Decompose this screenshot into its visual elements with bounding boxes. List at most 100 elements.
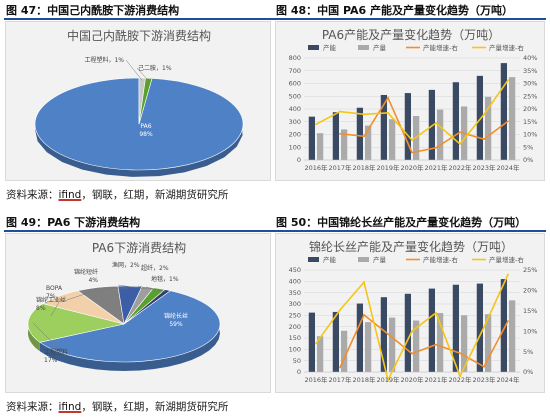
source-rest: ，钢联，红期，新湖期货研究所	[81, 189, 229, 201]
x-tick-label: 2021年	[424, 375, 448, 384]
y-right-tick: 20%	[523, 287, 537, 295]
y-left-tick: 250	[289, 312, 301, 320]
line-point	[315, 342, 317, 345]
bar-capacity	[308, 116, 315, 160]
bar-output	[509, 300, 516, 372]
source-link-ifind[interactable]: ifind	[58, 401, 82, 413]
line-point	[387, 96, 389, 99]
line-point	[387, 379, 389, 382]
bar-capacity	[404, 293, 411, 372]
pie-slice-2	[138, 77, 153, 125]
legend-label: 产量	[373, 255, 387, 264]
line-point	[459, 352, 461, 355]
bar-capacity	[404, 93, 411, 160]
line-point	[459, 143, 461, 145]
bar-capacity	[308, 312, 315, 372]
bar-capacity	[500, 279, 507, 372]
line-point	[459, 131, 461, 134]
bar-capacity	[356, 107, 363, 160]
source-prefix: 资料来源：	[6, 189, 59, 201]
y-left-tick: 300	[289, 300, 301, 308]
pie-label-text: 8%	[36, 305, 46, 312]
bar-output	[365, 125, 372, 160]
x-tick-label: 2019年	[376, 375, 400, 384]
bar-output	[509, 77, 516, 160]
bar-output	[437, 313, 444, 372]
pie-label-text: 渔网，2%	[112, 261, 140, 269]
legend-swatch	[358, 257, 369, 262]
pie-label-text: BOPA	[46, 285, 63, 292]
line-point	[459, 375, 461, 377]
y-right-tick: 15%	[523, 307, 537, 315]
chart-title: 中国己内酰胺下游消费结构	[67, 28, 211, 43]
bar-output	[461, 315, 468, 372]
bar-capacity	[428, 89, 435, 160]
figure-title-49: 图 49：PA6 下游消费结构	[6, 216, 141, 229]
y-left-tick: 150	[289, 334, 301, 342]
pie-label-text: 4%	[88, 277, 98, 284]
title-rule-top	[4, 18, 546, 20]
line-point	[411, 139, 413, 142]
bar-capacity	[428, 288, 435, 372]
pie-label-text: 超纤，2%	[141, 264, 169, 272]
bar-capacity	[476, 283, 483, 372]
line-point	[435, 122, 437, 124]
chart-title: PA6产能及产量变化趋势（万吨）	[322, 27, 500, 42]
y-left-tick: 200	[289, 131, 301, 139]
pie-label-text: 锦纶工业丝	[36, 296, 66, 304]
x-tick-label: 2022年	[448, 163, 472, 172]
bar-capacity	[476, 75, 483, 160]
y-left-tick: 300	[289, 118, 301, 126]
figure-title-48: 图 48：中国 PA6 产能及产量变化趋势（万吨）	[276, 4, 514, 17]
line-point	[363, 313, 365, 316]
line-point	[339, 309, 341, 311]
source-note-top: 资料来源：ifind，钢联，红期，新湖期货研究所	[6, 187, 228, 202]
chart-49-panel: PA6下游消费结构 锦纶长丝 59% 工程塑料 17% 锦纶工业丝 8% BOPA 7% 锦纶短纤…	[5, 233, 271, 393]
legend: 产能 产量 产能增速-右 产量增速-右	[308, 255, 524, 264]
pie-slice-1	[27, 303, 125, 343]
bar-output	[485, 96, 492, 160]
bar-output	[317, 336, 324, 372]
source-link-ifind[interactable]: ifind	[58, 189, 82, 201]
x-tick-label: 2023年	[472, 375, 496, 384]
y-left-tick: 600	[289, 80, 301, 88]
y-right-tick: 0%	[523, 368, 533, 376]
y-right-tick: 35%	[523, 67, 537, 75]
line-point	[363, 281, 365, 284]
bar-capacity	[380, 94, 387, 160]
bar-capacity	[356, 303, 363, 372]
pie-leader-7	[145, 286, 166, 293]
legend-label: 产能增速-右	[423, 43, 458, 52]
pie-label-text: 98%	[139, 131, 153, 138]
line-point	[483, 113, 485, 116]
pie-slice-7	[123, 289, 171, 325]
chart-48-panel: PA6产能及产量变化趋势（万吨） 0 100 200 300 400 500 600 700 80…	[275, 21, 545, 181]
x-tick-label: 2020年	[400, 375, 424, 384]
line-point	[387, 333, 389, 335]
pie-leader-5	[117, 284, 147, 290]
line-point	[507, 120, 509, 123]
y-right-tick: 30%	[523, 80, 537, 88]
line-point	[339, 366, 341, 369]
legend-label: 产量增速-右	[489, 255, 524, 264]
x-tick-label: 2024年	[496, 375, 520, 384]
pie-leader-2	[50, 297, 62, 317]
bar-output	[341, 330, 348, 372]
legend-label: 产量	[373, 43, 387, 52]
pie-label-text: 59%	[169, 321, 183, 328]
pie-leader-1	[125, 59, 143, 81]
line-point	[363, 135, 365, 138]
line-point	[339, 132, 341, 135]
legend: 产能 产量 产能增速-右 产量增速-右	[308, 43, 524, 52]
line-point	[387, 111, 389, 114]
pie-label-5: 渔网，2%	[112, 261, 147, 290]
bar-output	[389, 317, 396, 372]
y-left-tick: 400	[289, 278, 301, 286]
x-tick-label: 2021年	[424, 163, 448, 172]
line-capacity-growth	[339, 313, 509, 368]
chart-title: PA6下游消费结构	[92, 240, 186, 255]
source-prefix: 资料来源：	[6, 401, 59, 413]
